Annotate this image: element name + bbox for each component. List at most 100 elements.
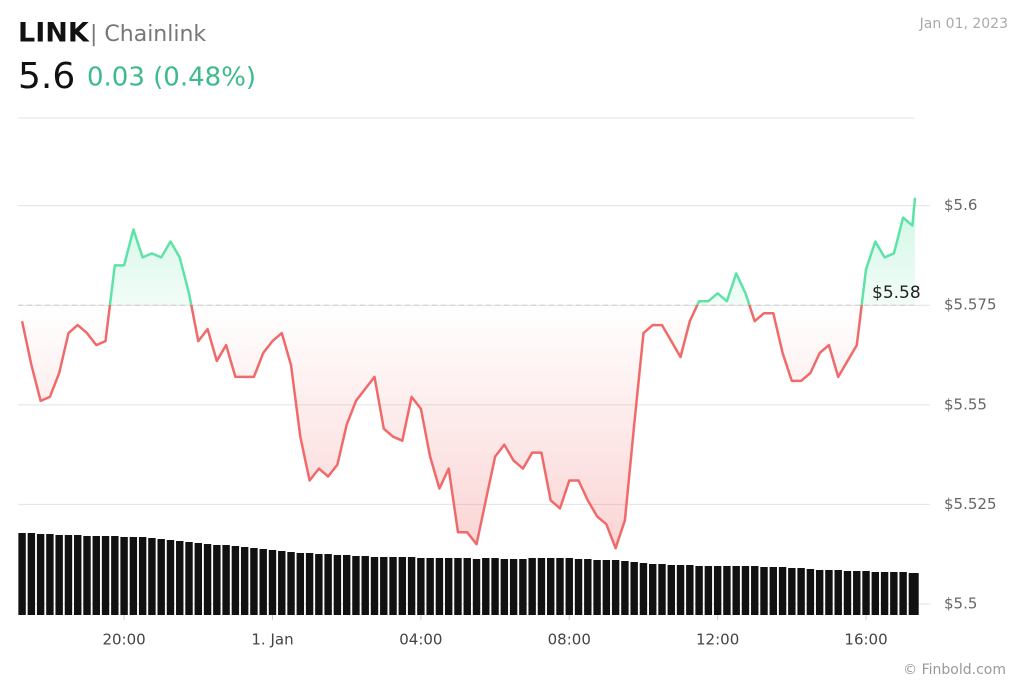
volume-bar <box>176 541 184 615</box>
volume-bar <box>407 557 416 615</box>
price: 5.6 <box>18 56 75 97</box>
volume-bar <box>834 570 842 615</box>
volume-bar <box>83 536 91 615</box>
volume-bar <box>547 558 555 615</box>
volume-bar <box>74 535 82 615</box>
volume-bar <box>565 558 573 615</box>
volume-bar <box>621 561 629 615</box>
volume-bar <box>676 565 685 615</box>
volume-bar <box>148 538 156 615</box>
x-tick-label: 16:00 <box>844 631 887 649</box>
volume-bar <box>305 553 314 615</box>
volume-bar <box>417 558 425 615</box>
reference-label: $5.58 <box>872 283 921 303</box>
volume-bar <box>584 559 592 615</box>
volume-bar <box>602 560 611 615</box>
price-change: 0.03 (0.48%) <box>87 63 256 93</box>
volume-bar <box>129 537 138 615</box>
volume-bar <box>667 565 675 615</box>
volume-bar <box>695 566 703 615</box>
volume-bar <box>862 571 870 615</box>
volume-bar <box>101 536 110 615</box>
volume-bar <box>686 565 694 615</box>
y-tick-label: $5.5 <box>944 595 977 613</box>
volume-bar <box>157 539 165 615</box>
x-tick-label: 08:00 <box>548 631 591 649</box>
volume-bar <box>398 557 407 615</box>
volume-bar <box>426 558 434 615</box>
volume-bar <box>797 568 805 615</box>
volume-bar <box>482 558 490 615</box>
volume-bar <box>704 566 713 615</box>
y-tick-label: $5.525 <box>944 495 997 513</box>
volume-bar <box>55 535 63 615</box>
volume-bar <box>361 556 369 615</box>
volume-bar <box>751 566 759 615</box>
y-tick-label: $5.6 <box>944 196 977 214</box>
x-tick-label: 04:00 <box>399 631 442 649</box>
volume-bar <box>658 564 666 615</box>
volume-bar <box>519 559 527 615</box>
volume-bar <box>899 572 907 615</box>
volume-bar <box>46 534 54 615</box>
volume-bar <box>296 553 305 615</box>
volume-bar <box>287 552 295 615</box>
volume-bar <box>111 536 119 615</box>
volume-bar <box>454 558 462 615</box>
volume-bar <box>509 559 518 615</box>
volume-bar <box>556 558 564 615</box>
volume-bar <box>491 558 499 615</box>
volume-bar <box>36 534 45 615</box>
volume-bar <box>537 558 546 615</box>
chart-title: LINK <box>18 18 90 49</box>
volume-bar <box>825 570 833 615</box>
volume-bar <box>278 551 286 615</box>
volume-bar <box>528 558 536 615</box>
volume-bar <box>769 567 777 615</box>
volume-bar <box>333 555 342 615</box>
volume-bar <box>788 568 796 615</box>
volume-bar <box>574 559 583 615</box>
volume-bar <box>380 557 388 615</box>
credit: © Finbold.com <box>903 662 1006 678</box>
volume-bar <box>723 566 731 615</box>
volume-bar <box>213 545 221 615</box>
volume-bar <box>194 543 202 615</box>
volume-bar <box>778 567 787 615</box>
volume-bar <box>18 533 26 615</box>
volume-bar <box>185 542 193 615</box>
date: Jan 01, 2023 <box>919 16 1008 32</box>
volume-bar <box>890 572 898 615</box>
volume-bar <box>352 556 360 615</box>
volume-bar <box>268 550 277 615</box>
volume-bar <box>472 559 481 615</box>
volume-bar <box>463 558 471 615</box>
volume-bar <box>92 536 100 615</box>
volume-bar <box>435 558 444 615</box>
volume-bar <box>389 557 397 615</box>
volume-bar <box>732 566 740 615</box>
volume-bar <box>713 566 722 615</box>
volume-bar <box>630 562 638 615</box>
volume-bar <box>806 569 815 615</box>
price-area <box>22 197 916 549</box>
volume-bar <box>27 533 36 615</box>
x-tick-label: 1. Jan <box>251 631 293 649</box>
volume-bar <box>166 540 175 615</box>
price-line <box>20 197 917 550</box>
volume-bar <box>222 545 230 615</box>
volume-bar <box>250 548 258 615</box>
volume-bar <box>315 554 323 615</box>
volume-bar <box>843 571 852 615</box>
volume-bar <box>760 567 768 615</box>
volume-bar <box>231 546 240 615</box>
volume-bar <box>370 557 379 615</box>
volume-bar <box>500 559 509 615</box>
volume-bar <box>741 566 750 615</box>
y-tick-label: $5.575 <box>944 296 997 314</box>
volume-bar <box>324 554 332 615</box>
volume-bar <box>880 572 889 615</box>
x-tick-label: 12:00 <box>696 631 739 649</box>
volume-bar <box>342 555 351 615</box>
